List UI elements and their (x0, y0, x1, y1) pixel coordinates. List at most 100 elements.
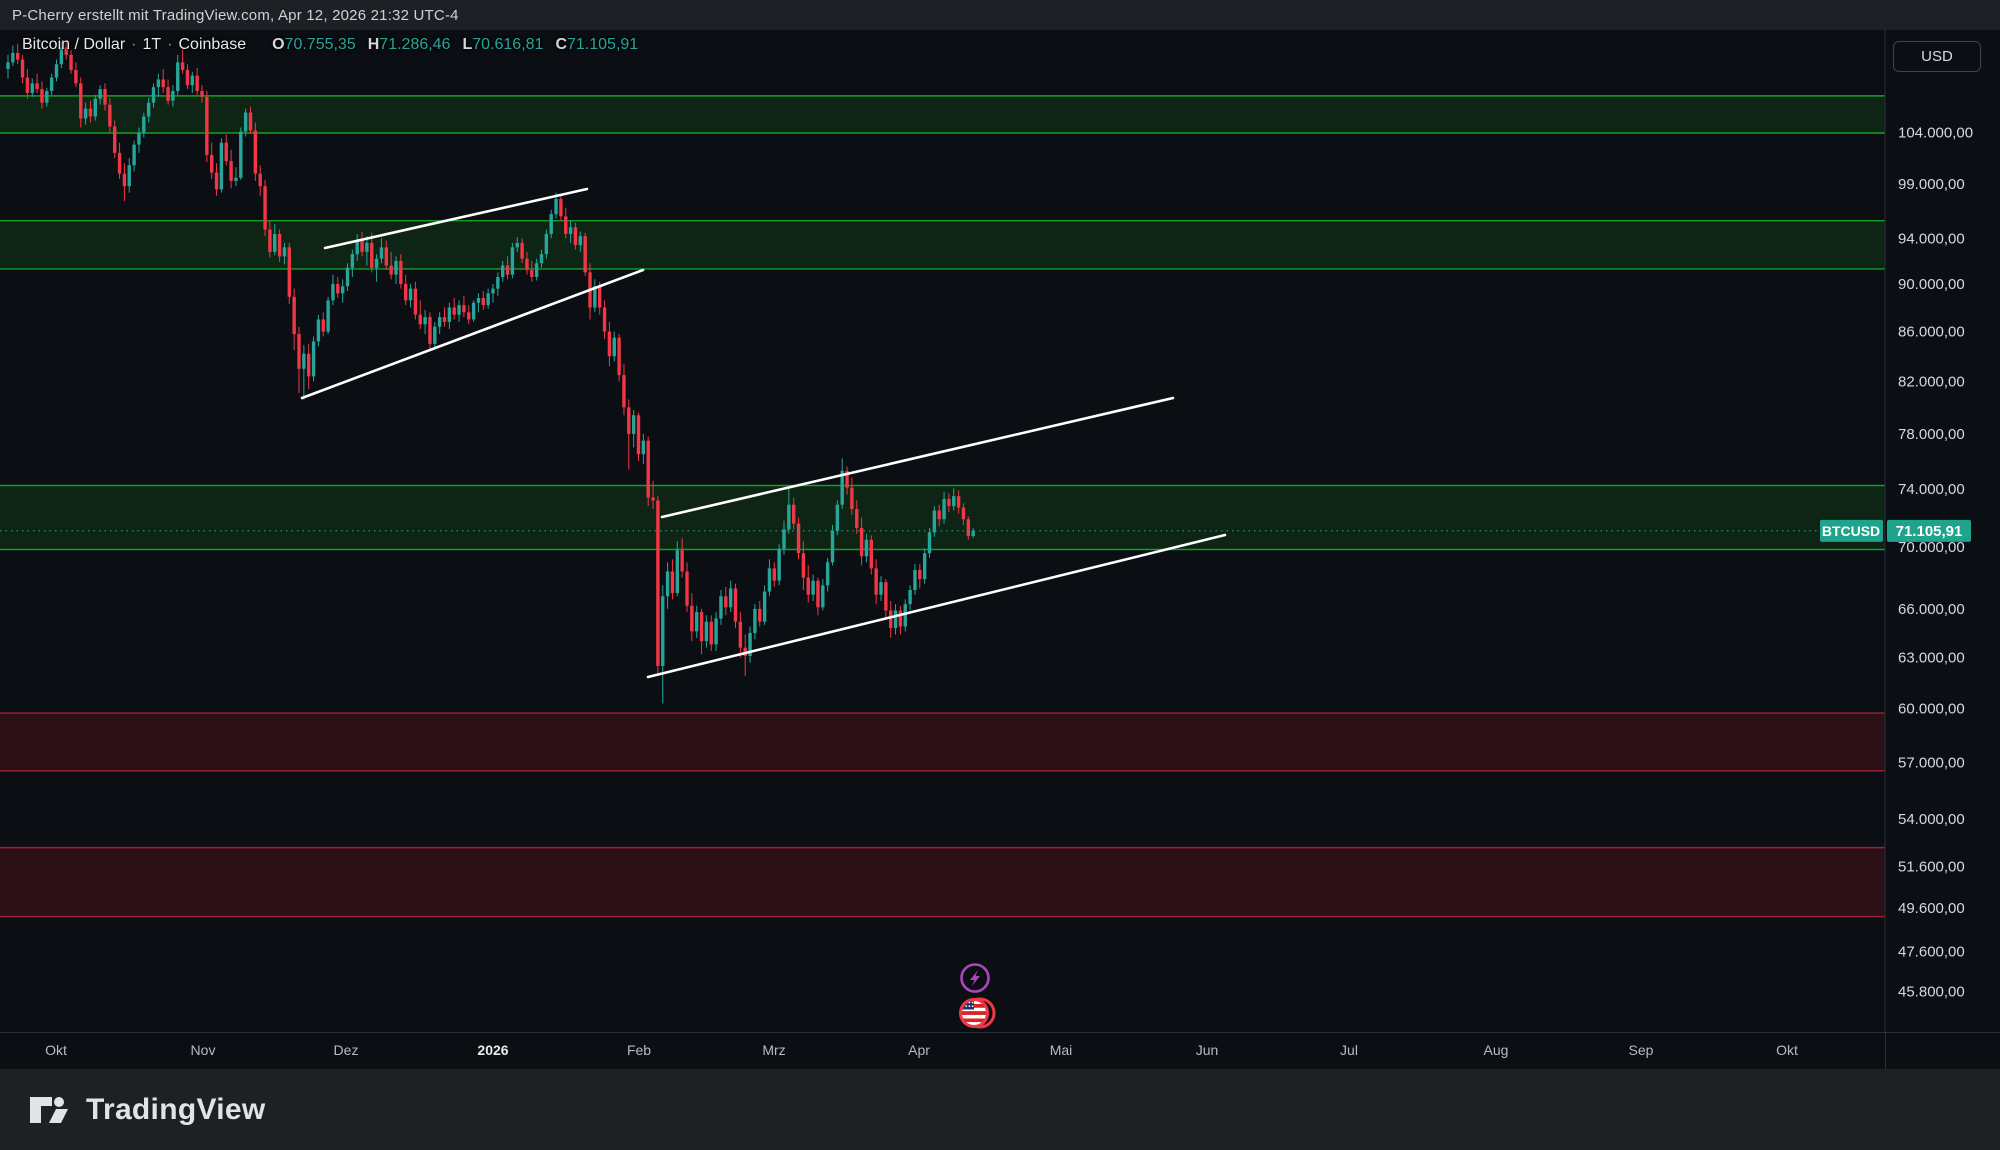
candle-body (418, 314, 422, 325)
candle-body (122, 173, 127, 187)
candle-body (268, 229, 272, 252)
candle-body (190, 75, 194, 86)
candle-body (83, 108, 88, 119)
channel-lower-trendline[interactable] (646, 533, 1227, 679)
candle-body (282, 247, 287, 257)
time-axis-month-label: Mai (1049, 1042, 1073, 1058)
candle-body (947, 498, 951, 507)
channel-upper-trendline[interactable] (660, 396, 1175, 519)
price-tick-label[interactable]: 99.000,00 (1898, 176, 1965, 193)
candle-body (127, 165, 131, 187)
price-tick-label[interactable]: 49.600,00 (1898, 900, 1965, 917)
candle-body (302, 353, 306, 369)
candle-body (505, 265, 510, 275)
candle-body (11, 52, 15, 63)
candle-body (214, 172, 219, 190)
price-tick-label[interactable]: 82.000,00 (1898, 373, 1965, 390)
candle-body (253, 130, 258, 174)
price-tick-label[interactable]: 45.800,00 (1898, 984, 1965, 1001)
time-axis-month-label: Sep (1628, 1042, 1654, 1058)
candle-body (355, 240, 359, 255)
candle-body (961, 507, 966, 520)
symbol-legend[interactable]: Bitcoin / Dollar · 1T · Coinbase O70.755,35 H7… (22, 36, 638, 54)
legend-separator: · (167, 36, 173, 53)
candle-body (607, 331, 612, 357)
candle-body (695, 612, 699, 632)
candle-body (88, 108, 93, 117)
candle-body (568, 227, 573, 234)
time-axis[interactable]: Okt Nov Dez 2026 Feb Mrz Apr Mai Jun Jul Aug Sep Okt (0, 1032, 2000, 1070)
close-value: 71.105,91 (567, 36, 639, 53)
candle-body (156, 79, 161, 88)
price-tick-label[interactable]: 47.600,00 (1898, 943, 1965, 960)
price-zone-red (0, 847, 1885, 917)
candle-body (651, 497, 655, 501)
lightning-bolt-glyph (970, 970, 980, 986)
price-tick-label[interactable]: 66.000,00 (1898, 601, 1965, 618)
brand-text: TradingView (86, 1092, 266, 1126)
candle-body (733, 588, 738, 622)
candle-body (573, 227, 578, 246)
candle-body (685, 571, 689, 606)
candle-body (350, 254, 355, 268)
candle-body (825, 562, 830, 586)
wedge-lower-trendline[interactable] (300, 268, 645, 400)
candle-body (598, 286, 602, 308)
time-axis-month-label: Nov (190, 1042, 216, 1058)
close-label: C (555, 36, 568, 53)
candle-body (142, 116, 146, 133)
candle-body (331, 283, 335, 301)
candle-body (35, 83, 39, 90)
candle-body (622, 375, 626, 408)
candle-body (510, 247, 515, 275)
candle-body (481, 298, 485, 306)
price-tick-label[interactable]: 94.000,00 (1898, 230, 1965, 247)
candle-body (893, 610, 898, 629)
candle-body (583, 236, 587, 273)
candle-body (661, 596, 665, 666)
candle-body (326, 300, 330, 332)
price-tick-label[interactable]: 74.000,00 (1898, 481, 1965, 498)
candle-body (171, 91, 175, 101)
candle-body (413, 288, 418, 315)
candle-body (690, 605, 694, 632)
candle-body (714, 618, 718, 645)
candle-body (137, 132, 141, 145)
candle-body (389, 265, 393, 275)
candle-body (340, 286, 345, 294)
candle-body (311, 341, 316, 377)
candle-body (646, 440, 650, 498)
open-label: O (272, 36, 285, 53)
wedge-upper-trendline[interactable] (323, 187, 589, 250)
candle-body (966, 519, 970, 536)
candle-body (113, 126, 117, 153)
ohlc-values: O70.755,35 H71.286,46 L70.616,81 C71.105,91 (260, 36, 638, 53)
candle-body (806, 577, 810, 595)
candle-body (840, 470, 844, 505)
price-tick-label[interactable]: 54.000,00 (1898, 811, 1965, 828)
price-tick-label[interactable]: 78.000,00 (1898, 426, 1965, 443)
open-value: 70.755,35 (284, 36, 356, 53)
time-axis-month-label: Jul (1340, 1042, 1358, 1058)
candle-body (151, 87, 156, 103)
candle-body (93, 98, 97, 117)
price-tick-label[interactable]: 86.000,00 (1898, 324, 1965, 341)
candle-body (636, 415, 641, 455)
price-tick-label[interactable]: 51.600,00 (1898, 859, 1965, 876)
candle-body (59, 47, 64, 65)
price-tick-label[interactable]: 90.000,00 (1898, 276, 1965, 293)
candle-body (874, 568, 878, 595)
currency-toggle-button[interactable]: USD (1893, 41, 1981, 72)
price-tick-label[interactable]: 63.000,00 (1898, 650, 1965, 667)
price-tick-label[interactable]: 60.000,00 (1898, 701, 1965, 718)
candle-body (748, 632, 752, 656)
price-tick-label[interactable]: 104.000,00 (1898, 125, 1973, 142)
price-tick-label[interactable]: 57.000,00 (1898, 754, 1965, 771)
chart-canvas[interactable]: 104.000,00 99.000,00 94.000,00 90.000,00 86.… (0, 30, 2000, 1032)
price-tick-label[interactable]: 70.000,00 (1898, 539, 1965, 556)
candle-body (195, 75, 199, 92)
last-price-label (1887, 519, 1971, 542)
tradingview-logo[interactable]: TradingView (28, 1093, 265, 1127)
candle-body (263, 186, 267, 230)
